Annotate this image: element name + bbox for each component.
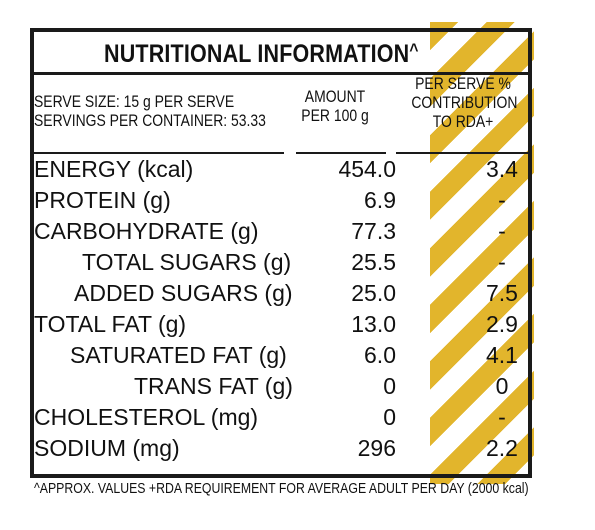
nutrient-amount: 77.3 bbox=[351, 218, 396, 244]
table-title: NUTRITIONAL INFORMATION^ bbox=[104, 40, 419, 69]
nutrient-row-energy: ENERGY (kcal) 454.0 3.4 bbox=[34, 154, 528, 185]
nutrient-row-sodium: SODIUM (mg) 296 2.2 bbox=[34, 433, 528, 464]
nutrient-row-total-fat: TOTAL FAT (g) 13.0 2.9 bbox=[34, 309, 528, 340]
header-divider-mid bbox=[296, 152, 386, 154]
nutrient-rda: 2.9 bbox=[486, 311, 518, 337]
nutrient-name: PROTEIN (g) bbox=[34, 187, 171, 213]
nutrient-rda: 2.2 bbox=[486, 435, 518, 461]
title-caret-mark: ^ bbox=[409, 40, 419, 60]
nutrition-table-frame bbox=[30, 28, 532, 478]
nutrient-row-added-sugars: ADDED SUGARS (g) 25.0 7.5 bbox=[34, 278, 528, 309]
nutrient-name: CHOLESTEROL (mg) bbox=[34, 404, 259, 430]
nutrient-rda: - bbox=[498, 218, 506, 244]
amount-column-header: AMOUNT PER 100 g bbox=[298, 87, 372, 125]
header-divider-right bbox=[396, 152, 528, 154]
servings-per-container: SERVINGS PER CONTAINER: 53.33 bbox=[34, 111, 266, 130]
nutrient-amount: 6.0 bbox=[364, 342, 396, 368]
rda-header-line2: CONTRIBUTION bbox=[411, 93, 518, 112]
nutrient-rda: 7.5 bbox=[486, 280, 518, 306]
amount-header-line1: AMOUNT bbox=[304, 87, 366, 106]
rda-column-header: PER SERVE % CONTRIBUTION TO RDA+ bbox=[411, 74, 518, 131]
nutrient-name: SODIUM (mg) bbox=[34, 435, 180, 461]
nutrient-amount: 0 bbox=[383, 404, 396, 430]
nutrient-name: TRANS FAT (g) bbox=[134, 373, 293, 399]
nutrient-row-carbohydrate: CARBOHYDRATE (g) 77.3 - bbox=[34, 216, 528, 247]
footnote: ^APPROX. VALUES +RDA REQUIREMENT FOR AVE… bbox=[34, 480, 529, 497]
nutrient-row-protein: PROTEIN (g) 6.9 - bbox=[34, 185, 528, 216]
nutrient-amount: 25.5 bbox=[351, 249, 396, 275]
nutrient-row-saturated-fat: SATURATED FAT (g) 6.0 4.1 bbox=[34, 340, 528, 371]
nutrient-amount: 13.0 bbox=[351, 311, 396, 337]
rda-header-line3: TO RDA+ bbox=[432, 112, 494, 131]
serve-info: SERVE SIZE: 15 g PER SERVE SERVINGS PER … bbox=[34, 92, 266, 130]
nutrient-amount: 296 bbox=[357, 435, 396, 461]
nutrient-rda: - bbox=[498, 187, 506, 213]
nutrient-name: TOTAL SUGARS (g) bbox=[82, 249, 292, 275]
serve-size: SERVE SIZE: 15 g PER SERVE bbox=[34, 92, 235, 111]
nutrient-row-trans-fat: TRANS FAT (g) 0 0 bbox=[34, 371, 528, 402]
title-text: NUTRITIONAL INFORMATION bbox=[104, 40, 410, 68]
nutrient-name: ENERGY (kcal) bbox=[34, 156, 194, 182]
rda-header-line1: PER SERVE % bbox=[415, 74, 511, 93]
nutrient-name: SATURATED FAT (g) bbox=[70, 342, 287, 368]
nutrient-rda: - bbox=[498, 249, 506, 275]
nutrient-name: CARBOHYDRATE (g) bbox=[34, 218, 259, 244]
nutrient-rda: - bbox=[498, 404, 506, 430]
nutrient-amount: 25.0 bbox=[351, 280, 396, 306]
yellow-stripe-band bbox=[430, 22, 534, 484]
nutrient-row-cholesterol: CHOLESTEROL (mg) 0 - bbox=[34, 402, 528, 433]
nutrient-row-total-sugars: TOTAL SUGARS (g) 25.5 - bbox=[34, 247, 528, 278]
nutrient-amount: 0 bbox=[383, 373, 396, 399]
nutrient-amount: 454.0 bbox=[338, 156, 396, 182]
nutrient-rda: 4.1 bbox=[486, 342, 518, 368]
nutrient-rda: 0 bbox=[495, 373, 509, 399]
nutrient-name: ADDED SUGARS (g) bbox=[74, 280, 293, 306]
title-divider bbox=[34, 72, 528, 75]
nutrient-name: TOTAL FAT (g) bbox=[34, 311, 187, 337]
nutrient-amount: 6.9 bbox=[364, 187, 396, 213]
amount-header-line2: PER 100 g bbox=[301, 106, 369, 125]
header-divider-left bbox=[34, 152, 284, 154]
nutrient-rda: 3.4 bbox=[486, 156, 518, 182]
